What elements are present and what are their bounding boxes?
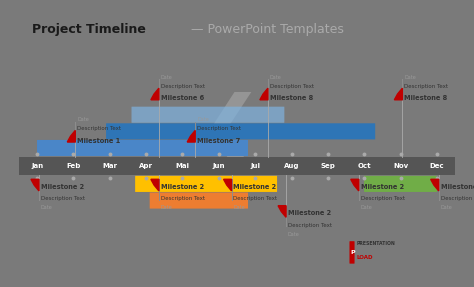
Text: Description Text: Description Text: [77, 126, 121, 131]
Text: Jun: Jun: [212, 163, 225, 169]
Text: Description Text: Description Text: [197, 126, 241, 131]
Text: Milestone 8: Milestone 8: [404, 95, 447, 101]
Polygon shape: [431, 179, 439, 191]
Text: Milestone 1: Milestone 1: [77, 138, 120, 144]
Text: Project Timeline: Project Timeline: [32, 23, 146, 36]
Text: Description Text: Description Text: [161, 84, 205, 89]
Text: Mai: Mai: [175, 163, 190, 169]
Text: ❮: ❮: [198, 92, 262, 168]
Text: Date: Date: [41, 205, 53, 210]
Text: Milestone 2: Milestone 2: [233, 184, 277, 190]
FancyBboxPatch shape: [150, 193, 248, 209]
Text: Description Text: Description Text: [361, 196, 404, 201]
Text: Description Text: Description Text: [41, 196, 85, 201]
Text: Milestone 2: Milestone 2: [41, 184, 84, 190]
FancyBboxPatch shape: [349, 241, 355, 264]
FancyBboxPatch shape: [37, 140, 248, 156]
FancyBboxPatch shape: [364, 176, 437, 192]
Text: Date: Date: [161, 75, 173, 80]
FancyBboxPatch shape: [131, 107, 284, 123]
Text: Jul: Jul: [250, 163, 260, 169]
Text: Description Text: Description Text: [270, 84, 314, 89]
Polygon shape: [394, 88, 402, 100]
Text: Sep: Sep: [320, 163, 335, 169]
Text: Date: Date: [197, 117, 209, 122]
Text: Date: Date: [270, 75, 282, 80]
Text: Milestone 7: Milestone 7: [197, 138, 240, 144]
Text: Date: Date: [404, 75, 416, 80]
Text: Dec: Dec: [429, 163, 444, 169]
Text: Date: Date: [361, 205, 372, 210]
Text: Jan: Jan: [31, 163, 43, 169]
Text: Aug: Aug: [284, 163, 299, 169]
Text: Date: Date: [77, 117, 89, 122]
Text: Date: Date: [233, 205, 245, 210]
Text: P: P: [350, 250, 355, 255]
Text: Apr: Apr: [139, 163, 153, 169]
Polygon shape: [31, 179, 39, 191]
Text: PRESENTATION: PRESENTATION: [356, 241, 395, 247]
Polygon shape: [278, 206, 286, 217]
Text: Mar: Mar: [102, 163, 117, 169]
Text: Description Text: Description Text: [404, 84, 448, 89]
Text: Date: Date: [440, 205, 452, 210]
Text: Milestone 2: Milestone 2: [361, 184, 404, 190]
Polygon shape: [351, 179, 359, 191]
Text: LOAD: LOAD: [356, 255, 373, 260]
Polygon shape: [151, 179, 159, 191]
Text: Milestone 2: Milestone 2: [288, 210, 331, 216]
Text: — PowerPoint Templates: — PowerPoint Templates: [187, 23, 344, 36]
Polygon shape: [151, 88, 159, 100]
Text: Milestone 6: Milestone 6: [161, 95, 204, 101]
Text: Description Text: Description Text: [161, 196, 205, 201]
Bar: [19, 157, 455, 174]
Text: Milestone 2: Milestone 2: [440, 184, 474, 190]
Polygon shape: [67, 130, 75, 142]
Text: Description Text: Description Text: [288, 223, 332, 228]
Text: Nov: Nov: [393, 163, 408, 169]
Text: Date: Date: [161, 205, 173, 210]
FancyBboxPatch shape: [135, 176, 277, 192]
Polygon shape: [260, 88, 268, 100]
Text: Date: Date: [288, 232, 300, 237]
FancyBboxPatch shape: [106, 123, 375, 139]
Text: Description Text: Description Text: [440, 196, 474, 201]
Text: Milestone 2: Milestone 2: [161, 184, 204, 190]
Polygon shape: [187, 130, 195, 142]
Text: Oct: Oct: [357, 163, 371, 169]
Polygon shape: [224, 179, 231, 191]
Text: Description Text: Description Text: [233, 196, 277, 201]
Text: Feb: Feb: [66, 163, 81, 169]
Text: Milestone 8: Milestone 8: [270, 95, 313, 101]
